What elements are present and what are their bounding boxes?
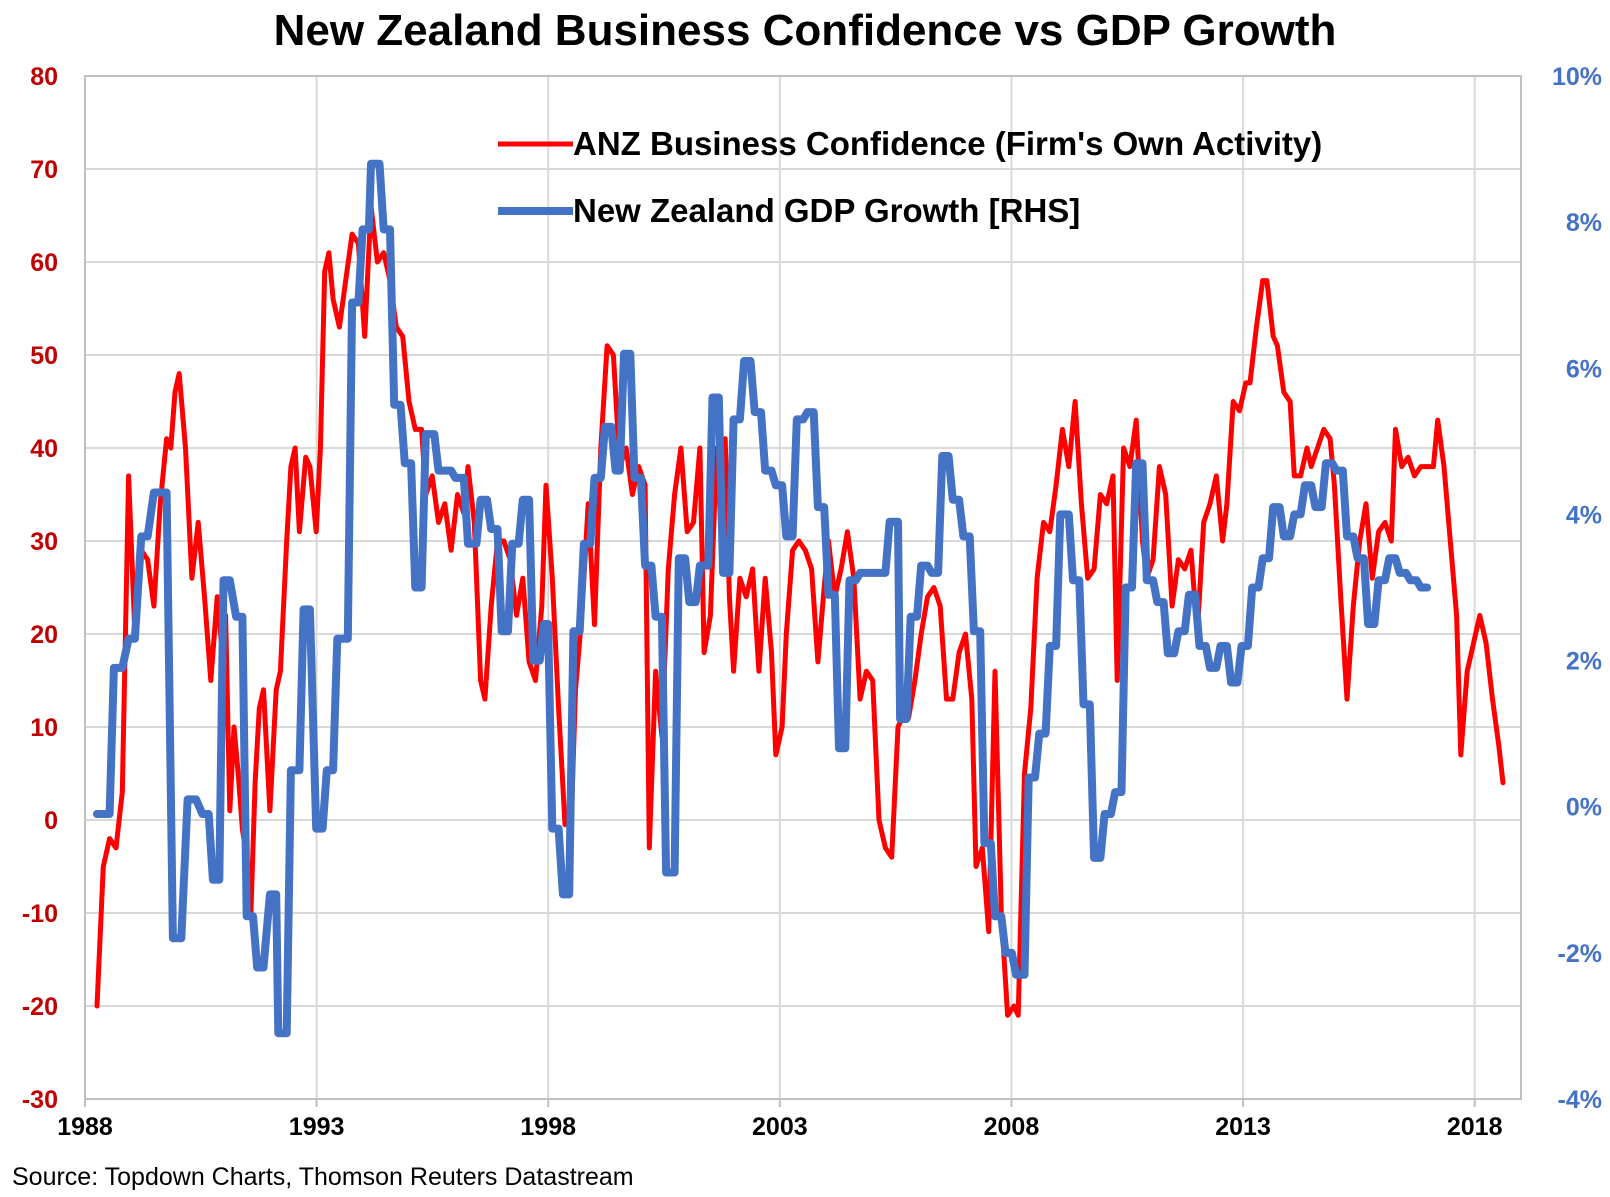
- source-note: Source: Topdown Charts, Thomson Reuters …: [12, 1163, 634, 1191]
- right-axis: 10% 8% 6% 4% 2% 0% -2% -4%: [1552, 63, 1602, 1114]
- left-tick-label: 20: [30, 621, 58, 649]
- legend-label-business-confidence: ANZ Business Confidence (Firm's Own Acti…: [573, 125, 1322, 162]
- series-line-business-confidence: [94, 203, 1506, 1018]
- series-group: [93, 159, 1506, 1038]
- x-tick-label: 2018: [1447, 1113, 1503, 1141]
- x-tick-label: 2013: [1215, 1113, 1271, 1141]
- x-tick-label: 1998: [520, 1113, 576, 1141]
- right-tick-label: 4%: [1566, 501, 1602, 529]
- right-tick-label: 6%: [1566, 355, 1602, 383]
- x-tick-label: 1988: [57, 1113, 113, 1141]
- left-tick-label: 60: [30, 249, 58, 277]
- left-tick-label: -30: [22, 1086, 58, 1114]
- left-tick-label: 10: [30, 714, 58, 742]
- left-tick-label: 30: [30, 528, 58, 556]
- left-tick-label: 0: [44, 807, 58, 835]
- series-line-gdp-growth: [93, 159, 1432, 1038]
- legend: ANZ Business Confidence (Firm's Own Acti…: [498, 125, 1322, 229]
- right-tick-label: -2%: [1558, 940, 1602, 968]
- left-tick-label: 40: [30, 435, 58, 463]
- x-tick-label: 1993: [289, 1113, 345, 1141]
- left-tick-label: 80: [30, 63, 58, 91]
- chart-title: New Zealand Business Confidence vs GDP G…: [273, 6, 1337, 55]
- left-tick-label: 70: [30, 156, 58, 184]
- gridlines: [85, 76, 1521, 1099]
- legend-label-gdp-growth: New Zealand GDP Growth [RHS]: [573, 192, 1080, 229]
- right-tick-label: 0%: [1566, 794, 1602, 822]
- plot-frame: [84, 75, 1522, 1100]
- left-tick-label: -20: [22, 993, 58, 1021]
- right-tick-label: 10%: [1552, 63, 1602, 91]
- left-tick-label: 50: [30, 342, 58, 370]
- left-tick-label: -10: [22, 900, 58, 928]
- x-tick-label: 2008: [984, 1113, 1040, 1141]
- left-axis: 80 70 60 50 40 30 20 10 0 -10 -20 -30: [22, 63, 58, 1114]
- x-axis: 1988 1993 1998 2003 2008 2013 2018: [57, 1099, 1503, 1141]
- right-tick-label: 2%: [1566, 648, 1602, 676]
- right-tick-label: -4%: [1558, 1086, 1602, 1114]
- right-tick-label: 8%: [1566, 209, 1602, 237]
- x-tick-label: 2003: [752, 1113, 808, 1141]
